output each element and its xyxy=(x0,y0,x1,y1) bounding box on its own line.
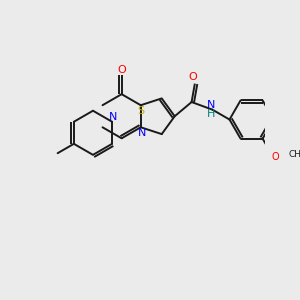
Text: S: S xyxy=(137,106,144,116)
Text: O: O xyxy=(189,72,197,82)
Text: N: N xyxy=(109,112,117,122)
Text: O: O xyxy=(272,152,279,162)
Text: H: H xyxy=(207,109,216,119)
Text: N: N xyxy=(137,128,146,138)
Text: O: O xyxy=(117,65,126,75)
Text: N: N xyxy=(207,100,216,110)
Text: CH₃: CH₃ xyxy=(288,150,300,159)
